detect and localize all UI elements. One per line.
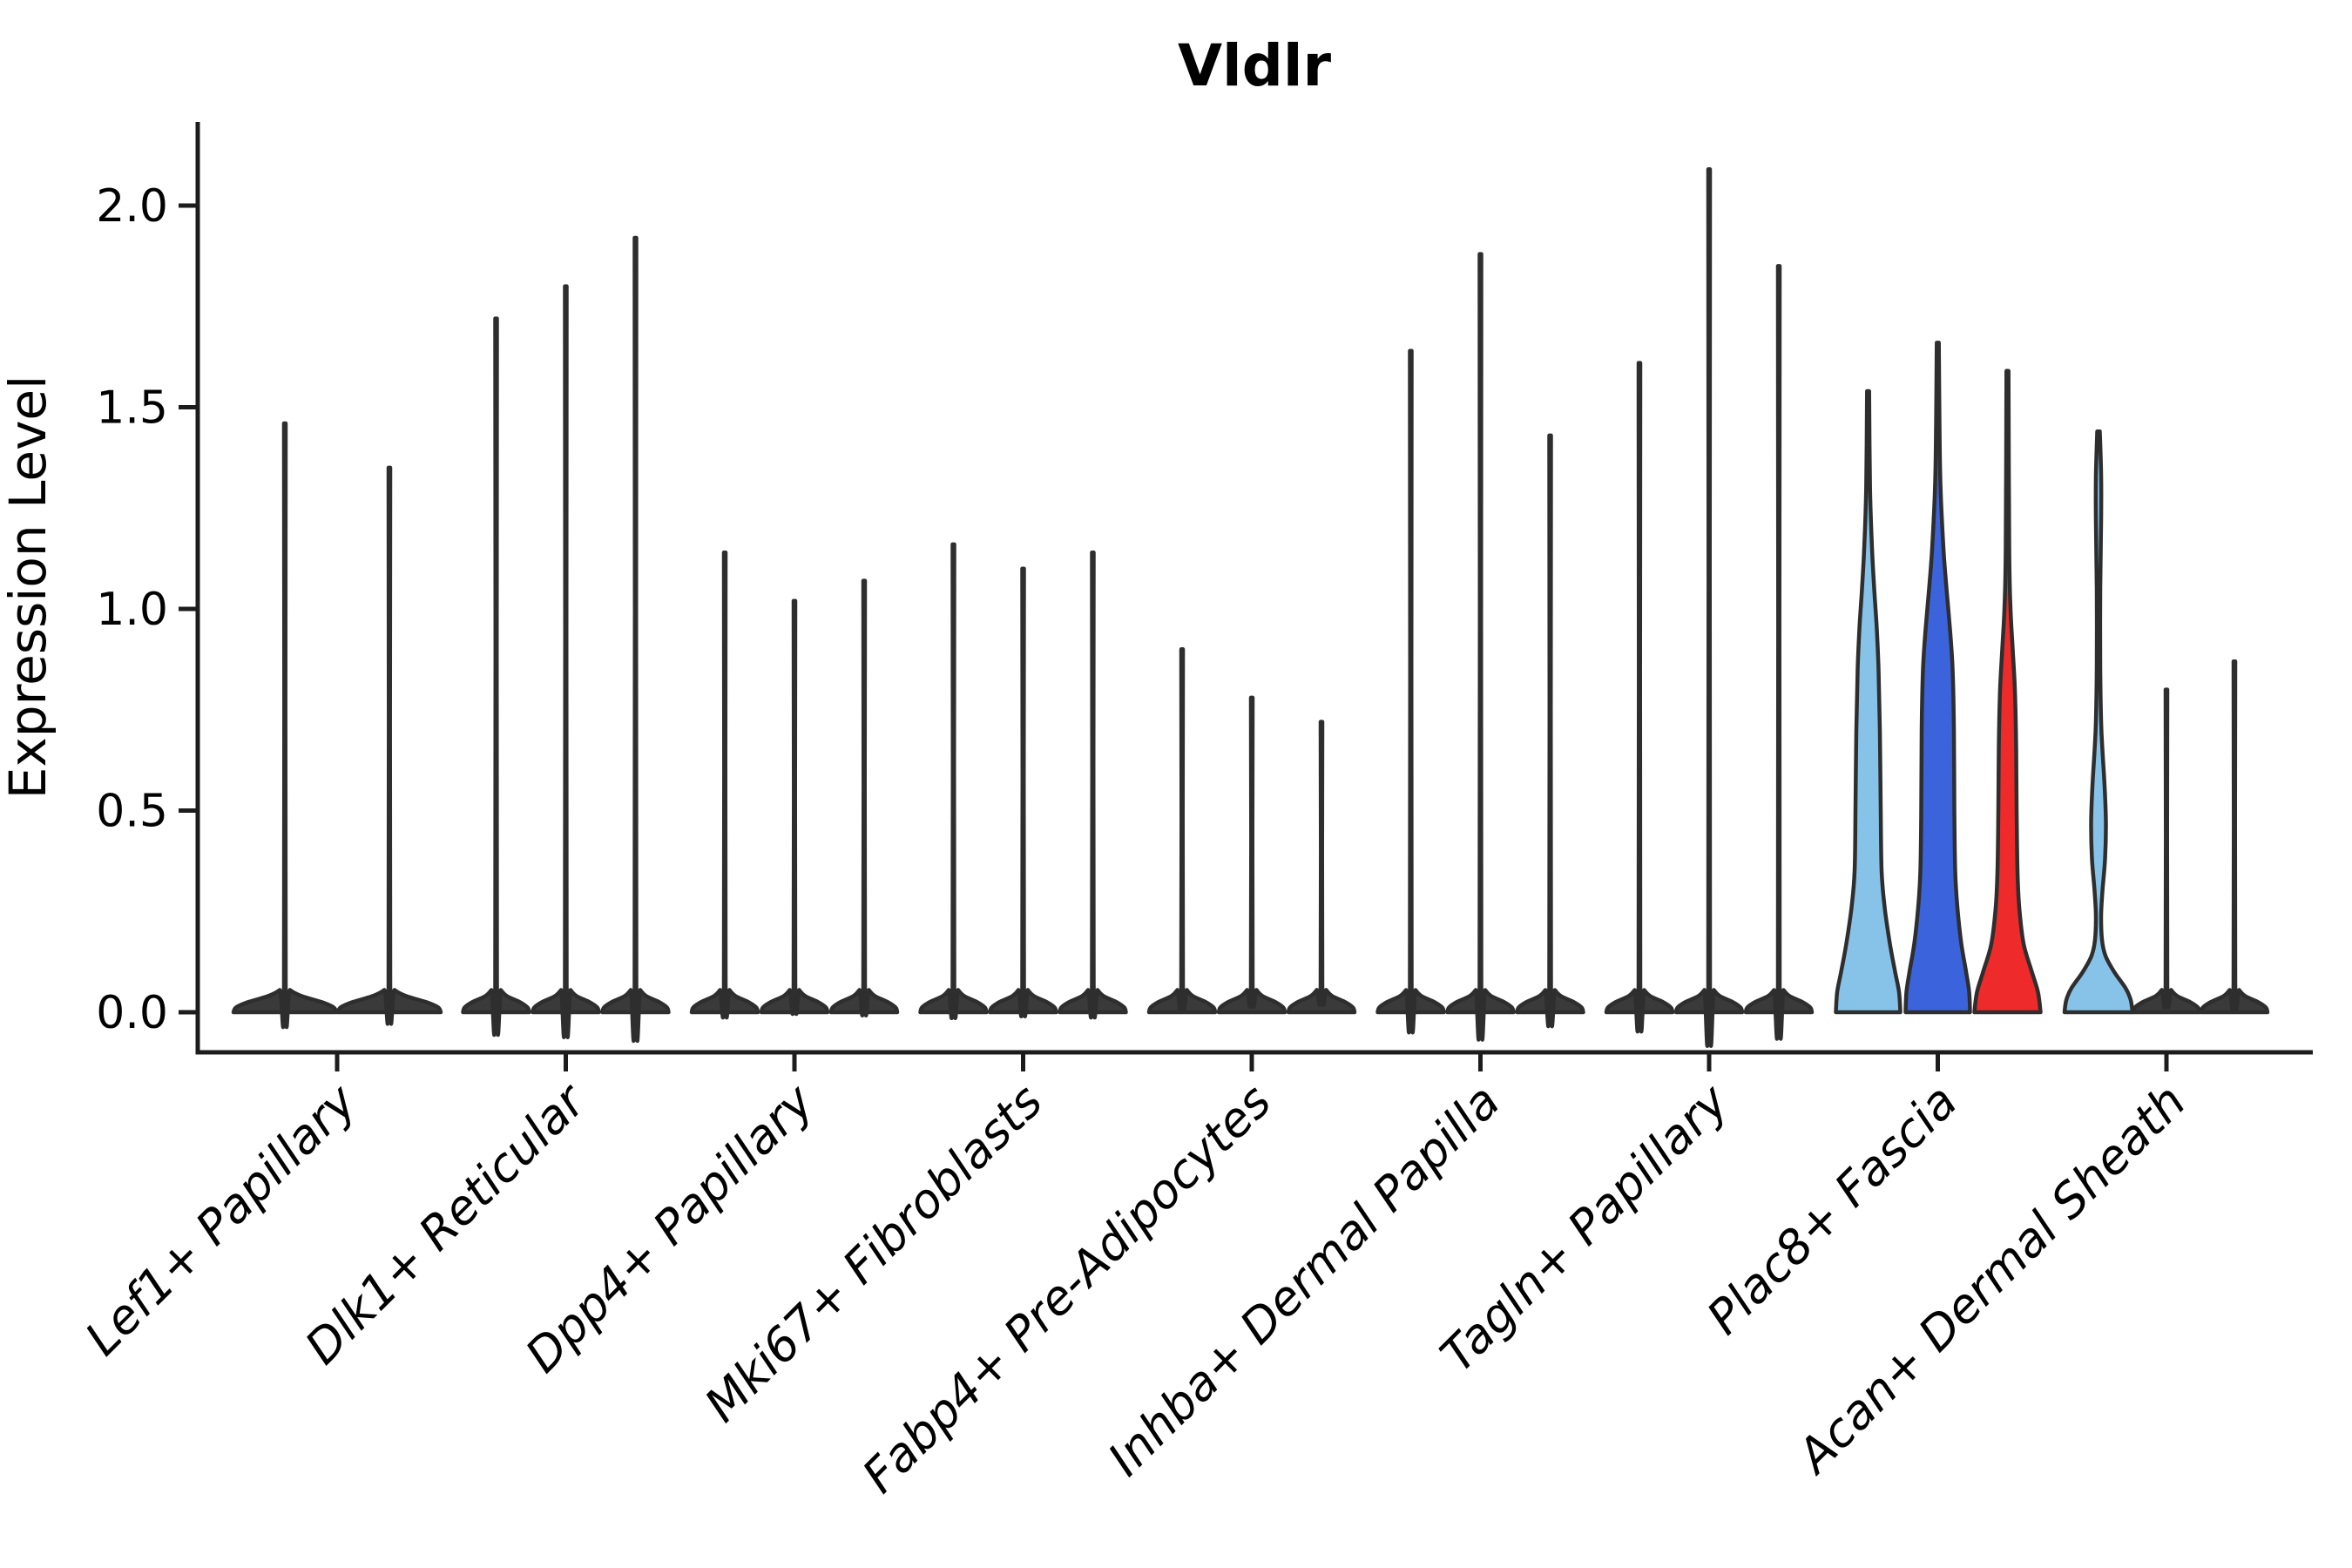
violin-1-2 [600, 235, 671, 1044]
violin-6-0 [1604, 361, 1675, 1034]
y-tick-label: 0.5 [96, 786, 168, 838]
y-tick-label: 1.0 [96, 584, 168, 636]
violin-4-1 [1216, 695, 1288, 1015]
violin-2-2 [828, 578, 900, 1017]
violin-5-2 [1515, 433, 1585, 1029]
violin-8-1 [2131, 687, 2202, 1015]
violin-6-1 [1673, 167, 1745, 1048]
violin-3-2 [1058, 550, 1128, 1020]
violin-8-0 [2062, 429, 2135, 1015]
violin-4-2 [1286, 720, 1357, 1015]
plot-title: Vldlr [1178, 32, 1332, 99]
violin-3-1 [988, 566, 1058, 1018]
violin-2-1 [759, 598, 830, 1017]
violin-6-2 [1743, 264, 1815, 1041]
x-tick-label: Inhba+ Dermal Papilla [1098, 1074, 1511, 1487]
violin-2-0 [689, 550, 760, 1020]
y-tick-label: 2.0 [96, 180, 168, 233]
y-tick-label: 1.5 [96, 382, 168, 435]
violin-1-1 [531, 284, 601, 1039]
violin-4-0 [1146, 647, 1218, 1015]
violin-7-0 [1834, 389, 1903, 1015]
violin-7-1 [1903, 341, 1972, 1015]
violin-7-2 [1972, 368, 2043, 1015]
violin-0-0 [231, 421, 339, 1030]
violins-layer [231, 167, 2270, 1048]
x-tick-label: Acan+ Dermal Sheath [1785, 1074, 2196, 1485]
violin-1-0 [461, 316, 531, 1037]
y-tick-label: 0.0 [96, 987, 168, 1039]
violin-3-0 [918, 542, 989, 1021]
violin-0-1 [335, 465, 443, 1026]
violin-8-2 [2199, 659, 2270, 1015]
y-axis-label: Expression Level [0, 375, 57, 799]
x-tick-label: Fabp4+ Pre-Adipocytes [852, 1074, 1281, 1504]
violin-5-0 [1375, 348, 1446, 1035]
violin-5-1 [1445, 252, 1516, 1042]
